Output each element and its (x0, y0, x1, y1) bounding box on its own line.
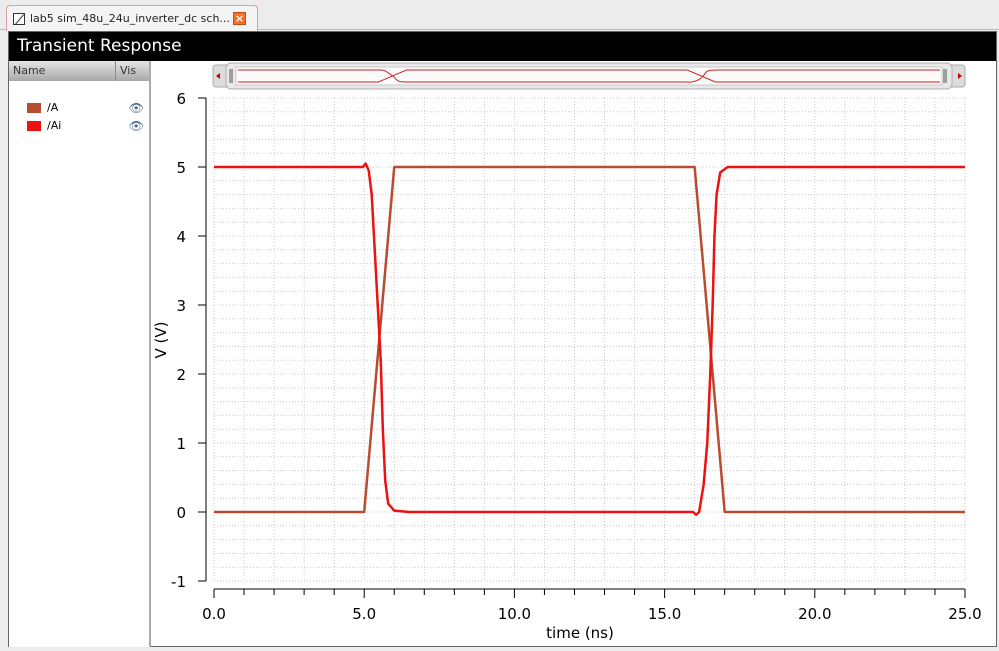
tab-label: lab5 sim_48u_24u_inverter_dc sch... (30, 12, 230, 25)
waveform-window: Transient Response Name Vis /A 👁 /Ai 👁 (8, 31, 997, 647)
tab-bar: lab5 sim_48u_24u_inverter_dc sch... × (0, 0, 999, 31)
x-tick-label: 20.0 (798, 605, 831, 623)
series-line-A (214, 165, 965, 514)
overview-series-line (238, 69, 940, 83)
schematic-icon (13, 12, 25, 25)
color-swatch (27, 120, 41, 131)
y-axis-label: V (V) (152, 322, 170, 359)
y-tick-label: 2 (176, 366, 186, 384)
legend-item-A[interactable]: /A 👁 (19, 100, 144, 115)
y-tick-label: 1 (176, 435, 186, 453)
eye-icon[interactable]: 👁 (128, 100, 144, 115)
legend-label: /A (47, 101, 59, 114)
overview-series-line (238, 69, 940, 83)
color-swatch (27, 102, 41, 113)
overview-scrollbar[interactable] (212, 62, 966, 90)
scroll-right-icon[interactable] (958, 73, 962, 79)
y-tick-label: 4 (176, 228, 186, 246)
x-tick-label: 10.0 (498, 605, 531, 623)
close-icon[interactable]: × (232, 12, 246, 25)
x-tick-label: 0.0 (202, 605, 226, 623)
series-line-Ai (214, 162, 965, 517)
legend-header: Name Vis (9, 61, 149, 81)
scroll-left-icon[interactable] (216, 73, 220, 79)
x-tick-label: 15.0 (648, 605, 681, 623)
vis-column-header[interactable]: Vis (115, 61, 136, 81)
window-title: Transient Response (9, 32, 996, 61)
y-tick-label: 0 (176, 504, 186, 522)
name-column-header[interactable]: Name (13, 64, 46, 77)
tab-schematic[interactable]: lab5 sim_48u_24u_inverter_dc sch... × (6, 5, 258, 31)
legend-item-Ai[interactable]: /Ai 👁 (19, 118, 144, 133)
x-tick-label: 25.0 (948, 605, 981, 623)
legend-panel: Name Vis /A 👁 /Ai 👁 (9, 61, 151, 647)
y-tick-label: -1 (171, 573, 186, 591)
legend-label: /Ai (47, 119, 62, 132)
y-tick-label: 5 (176, 159, 186, 177)
eye-icon[interactable]: 👁 (128, 118, 144, 133)
y-tick-label: 6 (176, 90, 186, 108)
y-tick-label: 3 (176, 297, 186, 315)
scroll-handle[interactable] (229, 69, 947, 83)
x-tick-label: 5.0 (352, 605, 376, 623)
x-axis-label: time (ns) (546, 624, 614, 642)
